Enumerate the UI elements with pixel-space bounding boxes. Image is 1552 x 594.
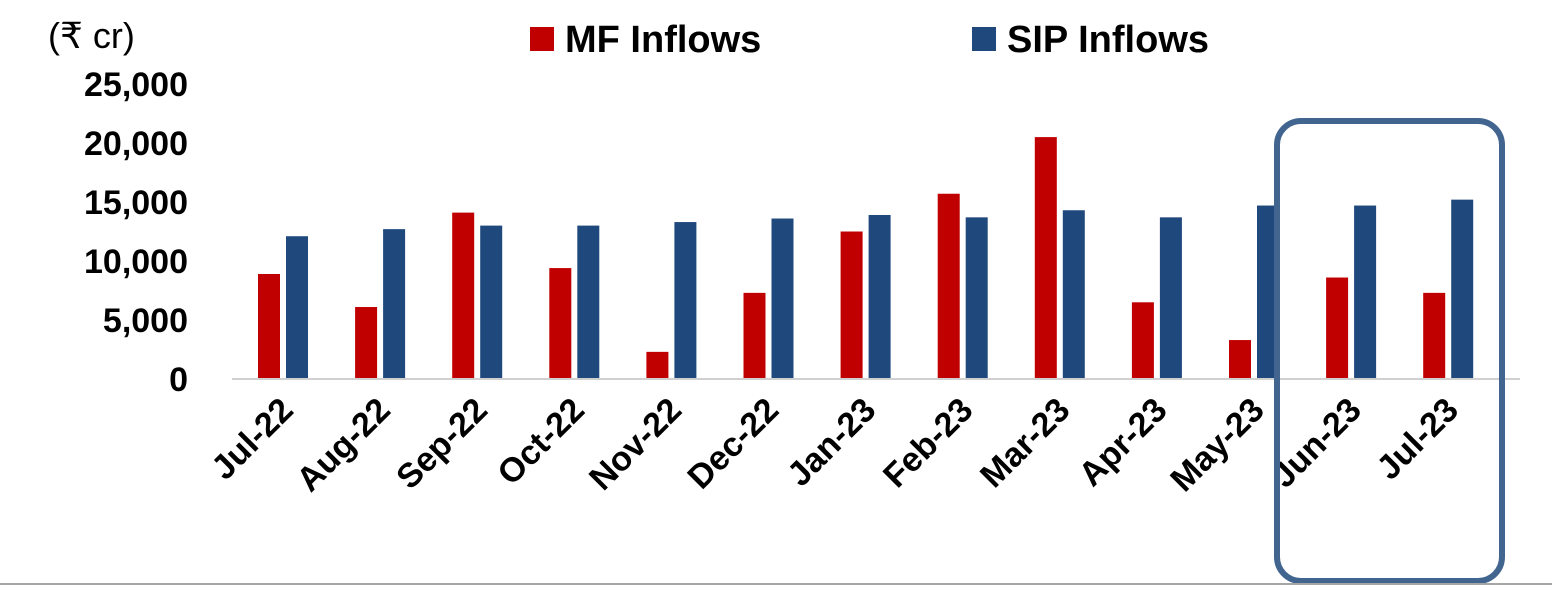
y-axis-ticks: 0 5,000 10,000 15,000 20,000 25,000 (84, 66, 188, 399)
bar-sip-inflows-apr-23 (1159, 217, 1182, 379)
x-tick-label: Sep-22 (389, 391, 495, 497)
bar-mf-inflows-oct-22 (549, 268, 572, 379)
legend-label-sip-inflows: SIP Inflows (1007, 19, 1209, 61)
bar-mf-inflows-jun-23 (1326, 277, 1349, 379)
x-tick-label: Apr-23 (1072, 391, 1175, 494)
bar-sip-inflows-jan-23 (868, 214, 891, 379)
x-tick-label: Dec-22 (680, 391, 786, 497)
x-tick-label: Jun-23 (1264, 391, 1368, 495)
bar-sip-inflows-jul-23 (1451, 199, 1474, 379)
bar-mf-inflows-feb-23 (937, 193, 960, 379)
bar-sip-inflows-mar-23 (1062, 210, 1085, 379)
bar-mf-inflows-may-23 (1229, 340, 1251, 379)
bar-sip-inflows-dec-22 (771, 218, 794, 379)
x-tick-label: Jul-23 (1370, 391, 1466, 487)
bar-mf-inflows-jan-23 (840, 231, 863, 379)
bar-mf-inflows-nov-22 (646, 351, 669, 379)
x-tick-label: Oct-22 (490, 391, 592, 493)
bar-mf-inflows-mar-23 (1034, 137, 1057, 379)
y-tick-label: 15,000 (84, 184, 188, 222)
y-tick-label: 0 (169, 361, 188, 399)
y-tick-label: 10,000 (84, 243, 188, 281)
x-tick-label: Jan-23 (780, 391, 883, 494)
bar-mf-inflows-jul-22 (258, 273, 280, 379)
bar-mf-inflows-sep-22 (452, 212, 475, 379)
bar-sip-inflows-jul-22 (286, 236, 308, 379)
bar-sip-inflows-nov-22 (674, 222, 697, 379)
bars (258, 137, 1474, 379)
y-tick-label: 25,000 (84, 66, 188, 104)
bar-sip-inflows-feb-23 (965, 217, 988, 379)
legend-swatch-mf-inflows (530, 27, 554, 51)
bar-mf-inflows-apr-23 (1131, 302, 1154, 379)
legend-label-mf-inflows: MF Inflows (565, 19, 761, 61)
bar-mf-inflows-dec-22 (743, 292, 766, 379)
x-tick-label: Feb-23 (876, 391, 980, 495)
x-tick-label: May-23 (1163, 391, 1271, 499)
y-tick-label: 5,000 (103, 302, 188, 340)
bar-mf-inflows-aug-22 (355, 307, 378, 379)
legend: MF Inflows SIP Inflows (530, 19, 1209, 61)
x-tick-label: Aug-22 (289, 391, 397, 499)
y-unit-label: (₹ cr) (48, 15, 135, 56)
x-tick-label: Jul-22 (204, 391, 300, 487)
y-tick-label: 20,000 (84, 125, 188, 163)
bar-sip-inflows-jun-23 (1354, 205, 1377, 379)
highlight-box (1274, 118, 1505, 584)
bar-sip-inflows-aug-22 (383, 229, 406, 379)
x-tick-label: Mar-23 (973, 391, 1077, 495)
bar-mf-inflows-jul-23 (1423, 292, 1446, 379)
legend-swatch-sip-inflows (972, 27, 996, 51)
bar-sip-inflows-sep-22 (480, 225, 503, 379)
bar-sip-inflows-oct-22 (577, 225, 600, 379)
bar-sip-inflows-may-23 (1257, 205, 1279, 379)
x-tick-label: Nov-22 (582, 391, 689, 498)
